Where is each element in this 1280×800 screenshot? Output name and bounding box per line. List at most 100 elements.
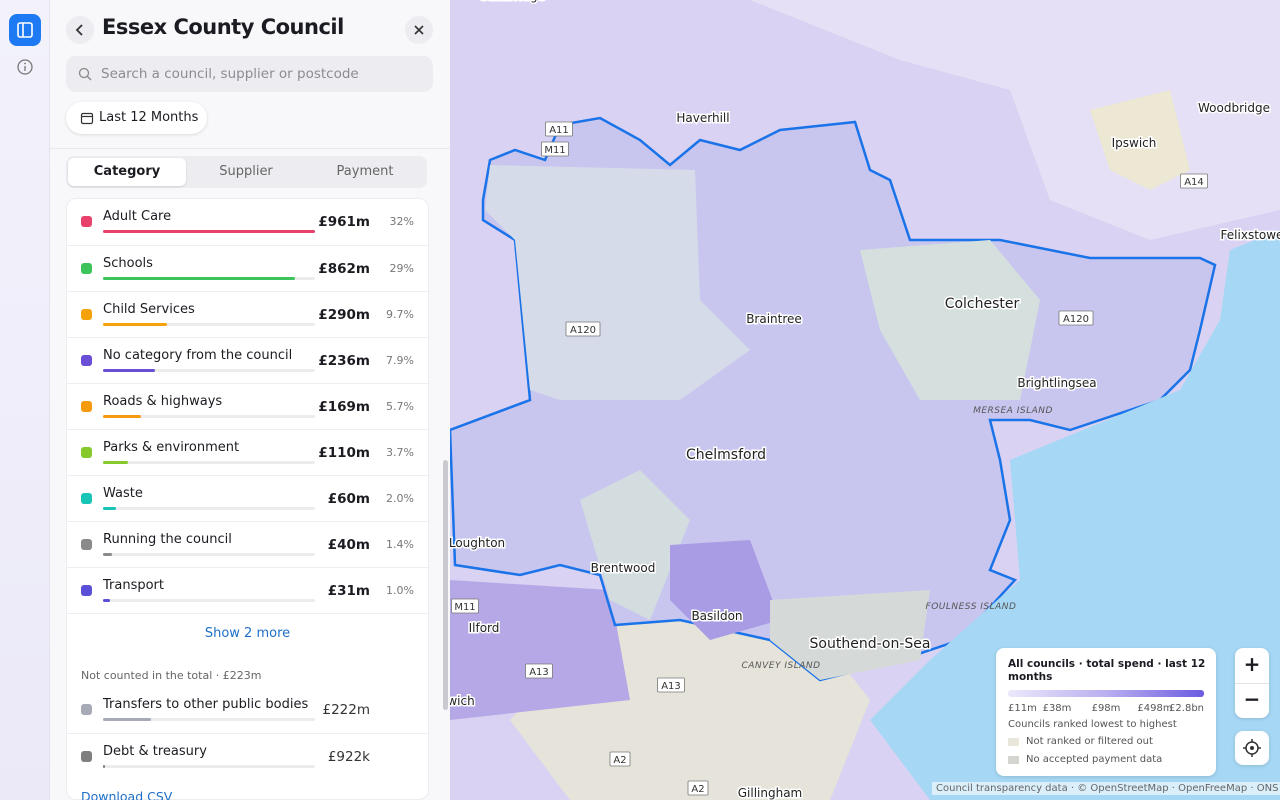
tab[interactable]: Supplier [219, 164, 273, 179]
category-share: 2.0% [386, 492, 414, 505]
category-share: 3.7% [386, 446, 414, 459]
category-bar [103, 718, 151, 721]
locate-button[interactable] [1235, 731, 1269, 765]
road-label: A2 [613, 755, 626, 766]
category-share: 1.4% [386, 538, 414, 551]
legend-tick: £38m [1042, 703, 1072, 714]
category-dot [81, 493, 92, 504]
road-label: A13 [661, 681, 681, 692]
category-bar [103, 277, 296, 280]
place-label: wich [450, 694, 475, 708]
island-label: MERSEA ISLAND [973, 406, 1053, 416]
district [670, 540, 780, 640]
category-row[interactable]: No category from the council £236m 7.9% [67, 337, 428, 384]
close-button[interactable] [405, 16, 433, 44]
road-shield [687, 780, 709, 796]
place-label: Gillingham [738, 786, 803, 800]
road-label: M11 [544, 145, 565, 156]
legend-tick: £2.8bn [1169, 703, 1204, 714]
category-name: Adult Care [103, 209, 172, 224]
category-bar [103, 323, 168, 326]
category-bar [103, 553, 113, 556]
info-button[interactable] [16, 58, 34, 76]
bar-track [103, 553, 315, 556]
place-label: Woodbridge [1198, 101, 1270, 115]
category-name: No category from the council [103, 348, 293, 363]
place-label: Brentwood [591, 561, 656, 575]
category-amount: £110m [318, 445, 370, 461]
road-label: A14 [1184, 177, 1204, 188]
legend-tick: £98m [1091, 703, 1121, 714]
category-name: Transfers to other public bodies [103, 697, 309, 712]
back-button[interactable] [66, 16, 94, 44]
district [1090, 90, 1190, 190]
bar-track [103, 323, 315, 326]
district [485, 165, 750, 400]
search-box[interactable]: Search a council, supplier or postcode [66, 56, 433, 92]
road-shield [565, 321, 601, 337]
legend-ramp [1008, 690, 1204, 697]
not-counted-row: Transfers to other public bodies £222m [67, 687, 428, 733]
category-amount: £922k [327, 749, 370, 765]
bar-track [103, 415, 315, 418]
date-filter[interactable]: Last 12 Months [66, 102, 207, 134]
category-share: 5.7% [386, 400, 414, 413]
category-row[interactable]: Child Services £290m 9.7% [67, 291, 428, 338]
place-label: Cambridge [479, 0, 545, 3]
category-dot [81, 216, 92, 227]
category-amount: £169m [318, 399, 370, 415]
show-more[interactable]: Show 2 more [67, 613, 428, 654]
swatch [1008, 756, 1019, 764]
category-dot [81, 704, 92, 715]
sidebar-toggle[interactable] [9, 14, 41, 46]
category-dot [81, 401, 92, 412]
category-share: 9.7% [386, 308, 414, 321]
zoom-out[interactable]: − [1243, 687, 1261, 711]
category-row[interactable]: Adult Care £961m 32% [67, 199, 428, 245]
category-row[interactable]: Transport £31m 1.0% [67, 567, 428, 614]
category-dot [81, 539, 92, 550]
road-shield [1058, 310, 1094, 326]
category-row[interactable]: Running the council £40m 1.4% [67, 521, 428, 568]
not-counted-row: Debt & treasury £922k [67, 733, 428, 780]
tab[interactable]: Payment [336, 164, 394, 179]
category-row[interactable]: Parks & environment £110m 3.7% [67, 429, 428, 476]
category-row[interactable]: Roads & highways £169m 5.7% [67, 383, 428, 430]
category-row[interactable]: Schools £862m 29% [67, 245, 428, 292]
category-bar [103, 415, 141, 418]
district [770, 590, 930, 680]
category-amount: £40m [327, 537, 370, 553]
place-label: Brightlingsea [1017, 376, 1096, 390]
zoom-in[interactable]: + [1243, 652, 1261, 676]
legend-tick: £11m [1008, 703, 1037, 714]
tab[interactable]: Category [68, 158, 186, 186]
category-amount: £31m [327, 583, 370, 599]
attribution: Council transparency data · © OpenStreet… [932, 782, 1280, 795]
road-shield [451, 598, 479, 614]
category-name: Schools [103, 256, 153, 271]
district [580, 470, 690, 620]
category-amount: £60m [327, 491, 370, 507]
category-dot [81, 355, 92, 366]
scrollbar [443, 460, 448, 710]
district [450, 580, 630, 720]
category-row[interactable]: Waste £60m 2.0% [67, 475, 428, 522]
category-share: 32% [389, 215, 414, 228]
divider [50, 148, 450, 149]
place-label: Ipswich [1112, 136, 1157, 150]
category-bar [103, 230, 315, 233]
place-label: Loughton [450, 536, 505, 550]
category-share: 1.0% [386, 584, 414, 597]
island-label: FOULNESS ISLAND [926, 602, 1017, 612]
road-label: A2 [691, 784, 704, 795]
place-label: Felixstowe [1221, 228, 1280, 242]
place-label: Colchester [945, 296, 1020, 312]
category-dot [81, 447, 92, 458]
road-shield [657, 677, 685, 693]
category-share: 29% [389, 262, 414, 275]
place-label: Ilford [469, 621, 500, 635]
search-placeholder: Search a council, supplier or postcode [101, 66, 359, 82]
category-name: Transport [103, 578, 165, 593]
download-csv[interactable]: Download CSV [81, 789, 173, 800]
